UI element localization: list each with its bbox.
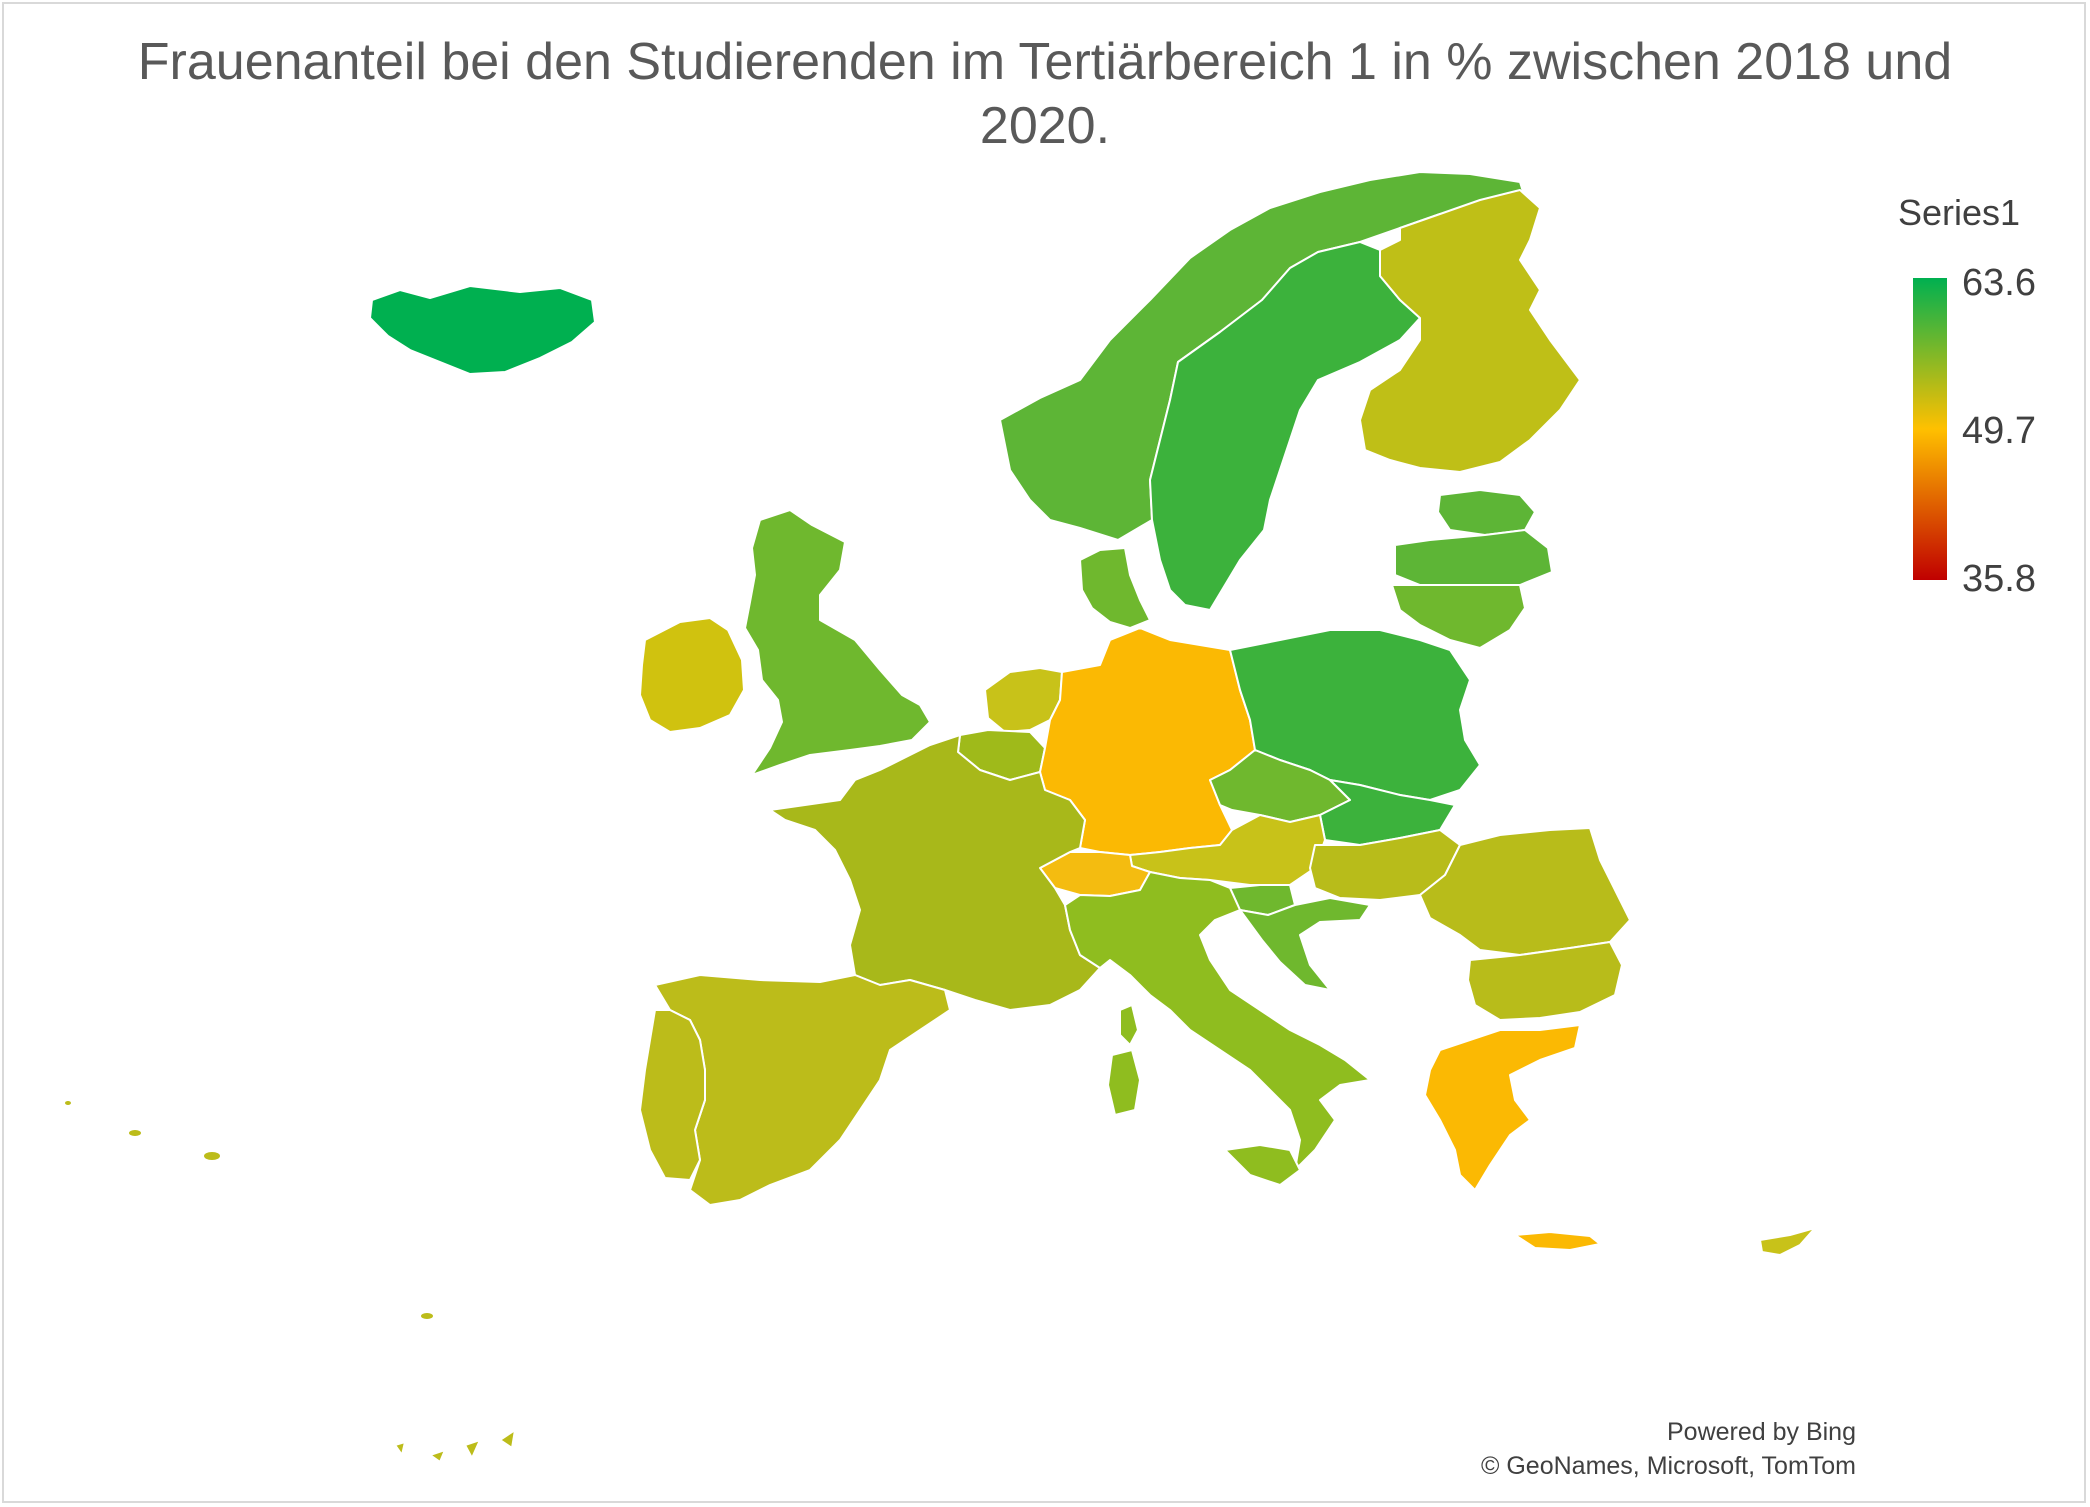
legend-mid-value: 49.7 [1962,410,2036,452]
region-lithuania [1391,584,1526,649]
legend-min-value: 35.8 [1962,558,2036,600]
region-latvia [1394,529,1553,586]
region-cyprus [1759,1227,1816,1256]
legend-title: Series1 [1898,192,2021,233]
region-sardinia [1107,1049,1141,1116]
credit-attribution: © GeoNames, Microsoft, TomTom [1481,1452,1856,1480]
region-united-kingdom [744,509,931,776]
legend-color-scale [1913,278,1947,580]
region-crete [1514,1231,1601,1251]
region-denmark [1079,547,1151,629]
region-sicily [1224,1144,1301,1186]
legend-max-value: 63.6 [1962,262,2036,304]
atlantic-islands [65,1101,433,1319]
region-finland [1359,189,1581,473]
credit-powered-by: Powered by Bing [1666,1418,1856,1446]
region-iceland [369,285,596,375]
region-ireland [639,617,745,733]
region-italy [1064,871,1371,1171]
region-bulgaria [1467,941,1623,1021]
region-portugal [639,1009,706,1181]
region-greece [1424,1024,1581,1191]
region-canary-islands [394,1429,516,1463]
region-estonia [1437,489,1536,536]
map-title: Frauenanteil bei den Studierenden im Ter… [137,33,1953,155]
region-croatia [1239,897,1371,991]
region-france [769,734,1101,1011]
region-corsica [1119,1004,1139,1046]
